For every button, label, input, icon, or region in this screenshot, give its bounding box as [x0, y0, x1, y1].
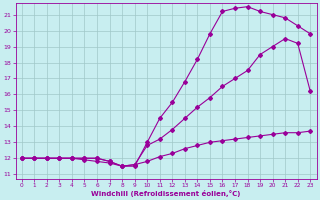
X-axis label: Windchill (Refroidissement éolien,°C): Windchill (Refroidissement éolien,°C) [91, 190, 241, 197]
